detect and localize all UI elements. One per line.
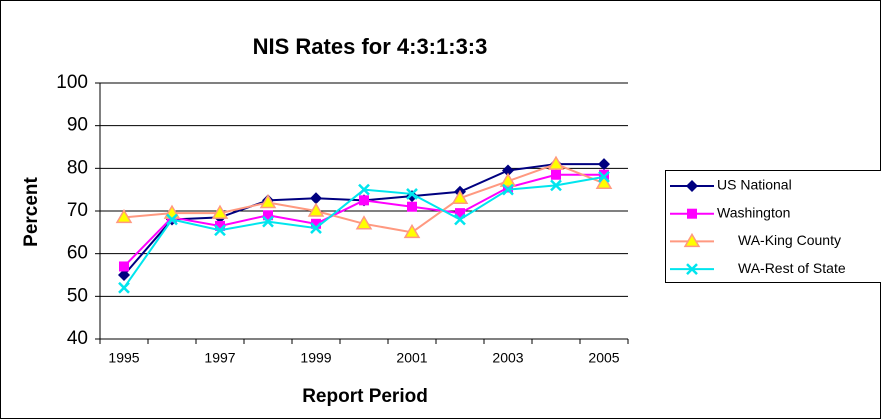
data-point (119, 261, 129, 272)
data-point (211, 204, 229, 219)
data-point (307, 202, 325, 217)
data-point (403, 223, 421, 239)
legend-marker (686, 263, 698, 275)
y-tick-label: 90 (67, 115, 88, 136)
data-point (259, 193, 277, 209)
y-tick-label: 70 (67, 200, 88, 221)
x-tick-label: 1995 (108, 350, 139, 366)
chart-title: NIS Rates for 4:3:1:3:3 (253, 34, 488, 59)
x-tick-label: 2003 (492, 350, 523, 366)
legend-label: Washington (717, 204, 790, 220)
data-point (595, 174, 613, 190)
data-point (263, 210, 273, 221)
x-tick-label: 1999 (300, 350, 331, 366)
legend-label: WA-King County (738, 232, 841, 248)
x-tick-label: 2005 (588, 350, 619, 366)
legend-label: US National (717, 177, 792, 193)
x-tick-label: 2001 (396, 350, 427, 366)
data-point (310, 192, 322, 205)
legend-label: WA-Rest of State (738, 260, 846, 276)
y-tick-label: 100 (56, 72, 88, 93)
data-point (359, 195, 369, 206)
data-point (451, 189, 469, 204)
data-point (550, 179, 562, 192)
data-point (454, 213, 466, 226)
data-point (598, 158, 610, 171)
y-tick-label: 60 (67, 243, 88, 264)
data-point (598, 170, 610, 183)
data-point (310, 222, 322, 234)
data-point (499, 172, 517, 187)
data-point (547, 155, 565, 170)
data-point (502, 164, 514, 177)
data-point (166, 213, 178, 226)
data-point (455, 208, 465, 219)
legend-marker (683, 232, 701, 248)
x-tick-label: 1997 (204, 350, 235, 366)
data-point (358, 183, 370, 196)
legend-marker (687, 208, 697, 219)
data-point (502, 183, 514, 196)
data-point (407, 201, 417, 212)
data-point (551, 169, 561, 180)
data-point (262, 215, 274, 228)
data-point (311, 218, 321, 229)
data-point (118, 269, 130, 281)
legend-marker (686, 180, 698, 192)
data-point (406, 188, 418, 200)
data-point (215, 220, 225, 231)
data-point (214, 224, 226, 237)
y-tick-label: 50 (67, 285, 88, 306)
data-point (115, 208, 133, 224)
legend-box (665, 170, 881, 283)
y-tick-label: 80 (67, 157, 88, 178)
y-axis-label: Percent (21, 176, 42, 246)
x-axis-label: Report Period (302, 386, 428, 407)
data-point (118, 281, 130, 294)
y-tick-label: 40 (67, 328, 88, 349)
data-point (503, 182, 513, 193)
data-point (599, 169, 609, 180)
data-point (355, 215, 373, 230)
